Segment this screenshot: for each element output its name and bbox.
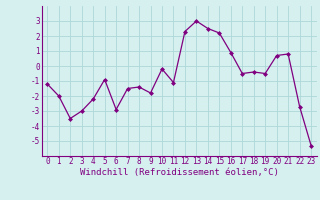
X-axis label: Windchill (Refroidissement éolien,°C): Windchill (Refroidissement éolien,°C) [80,168,279,177]
